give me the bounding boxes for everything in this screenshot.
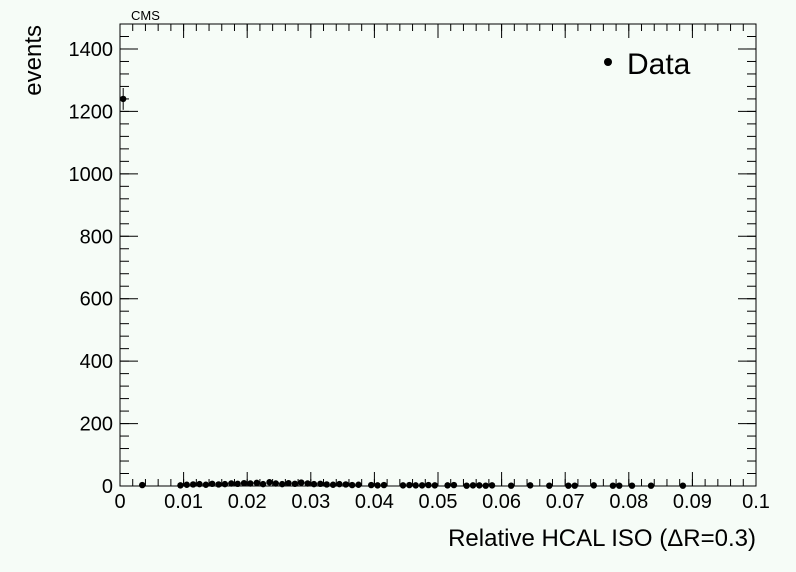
x-axis-title: Relative HCAL ISO (ΔR=0.3) [448,525,756,552]
data-point [609,482,617,489]
y-axis-title: events [20,25,47,96]
data-point [278,480,286,488]
data-point [234,480,241,488]
data-point [285,479,292,487]
data-point [380,481,388,489]
x-tick-label: 0.03 [291,491,330,513]
x-tick-label: 0.05 [419,491,458,513]
data-point [368,481,375,489]
data-point [317,480,324,488]
y-tick-label: 200 [80,414,113,436]
data-point [291,480,299,488]
data-point [679,482,687,489]
axis-ticks [119,23,757,487]
data-point [482,482,489,489]
data-point [463,482,470,489]
data-point [469,482,477,489]
data-point [374,482,381,489]
data-point [444,482,451,489]
data-point [647,482,655,489]
data-point [119,95,127,103]
data-point [259,480,267,488]
data-point [399,482,407,489]
data-point [221,480,229,488]
y-tick-label: 600 [80,289,113,311]
data-point [272,480,280,487]
data-point [215,481,222,488]
data-point [202,481,210,488]
corner-label: CMS [131,8,160,23]
y-tick-label: 0 [102,476,113,498]
data-point [565,482,572,489]
y-tick-label: 1000 [69,164,114,186]
axis-tick-labels: 0 0.01 0.02 0.03 0.04 0.05 0.06 0.07 0.08 0.09 0.1… [69,39,770,513]
plot-frame [119,23,757,487]
data-point [336,480,343,488]
data-point [527,482,534,489]
data-point [139,481,146,489]
data-point [196,480,203,488]
y-tick-label: 800 [80,226,113,248]
data-point [590,482,598,489]
x-tick-label: 0.09 [673,491,712,513]
legend-label-data: Data [627,48,691,81]
data-point [348,481,356,489]
x-tick-label: 0.02 [228,491,267,513]
data-point [240,479,248,487]
data-point [247,480,254,487]
data-point [412,482,419,489]
x-tick-label: 0.08 [609,491,648,513]
data-point [177,482,184,489]
data-point [253,479,260,487]
x-tick-label: 0.01 [164,491,203,513]
data-point [304,480,311,487]
x-tick-label: 0 [114,491,125,513]
data-point [209,480,216,488]
data-point [323,481,330,488]
data-point [628,482,636,489]
data-point [616,482,623,489]
data-point [183,481,190,488]
data-point [546,482,553,489]
legend-marker-data [604,58,612,66]
x-tick-label: 0.1 [742,491,770,513]
data-point [342,481,349,488]
data-point [310,480,318,488]
x-tick-label: 0.04 [355,491,394,513]
data-point [431,482,439,489]
data-point [189,481,197,488]
y-tick-label: 1400 [69,39,114,61]
data-point [418,482,426,489]
data-points [119,87,687,489]
data-point [476,482,483,489]
data-point [571,482,578,489]
y-tick-label: 400 [80,351,113,373]
legend: Data [604,48,691,81]
x-tick-label: 0.06 [482,491,521,513]
data-point [450,481,458,489]
data-point [488,482,496,489]
data-point [406,481,413,489]
data-point [266,479,273,486]
data-point [228,480,235,487]
data-point [329,481,337,488]
x-tick-label: 0.07 [546,491,585,513]
data-point [298,479,305,486]
data-point [507,482,515,489]
data-point [425,481,432,489]
data-point [355,481,362,488]
y-tick-label: 1200 [69,101,114,123]
